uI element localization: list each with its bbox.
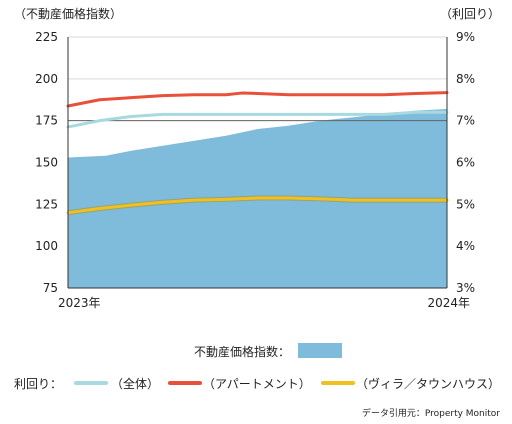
- left-axis-tick-label: 125: [35, 197, 58, 211]
- legend-price-index-swatch: [298, 343, 342, 358]
- legend-villa-label: （ヴィラ／タウンハウス）: [356, 376, 500, 391]
- right-axis-tick-label: 8%: [456, 72, 475, 86]
- yield-lines-layer: [66, 91, 449, 216]
- right-axis-tick-label: 9%: [456, 30, 475, 44]
- left-axis-tick-label: 75: [43, 281, 58, 295]
- villa-yield-line: [66, 196, 449, 215]
- x-axis-start-label: 2023年: [58, 296, 101, 310]
- right-axis-unit-label: （利回り）: [440, 7, 500, 21]
- legend-yields: 利回り： （全体） （アパートメント） （ヴィラ／タウンハウス）: [14, 376, 500, 391]
- right-axis-tick-label: 7%: [456, 114, 475, 128]
- left-axis-tick-label: 225: [35, 30, 58, 44]
- right-axis-tick-label: 6%: [456, 156, 475, 170]
- left-axis-tick-label: 100: [35, 239, 58, 253]
- legend-overall-label: （全体）: [111, 376, 159, 391]
- x-axis-end-label: 2024年: [427, 296, 470, 310]
- left-axis-ticks: 225 200 175 150 125 100 75: [35, 30, 58, 295]
- legend-price-index-label: 不動産価格指数：: [194, 344, 290, 359]
- right-axis-ticks: 9% 8% 7% 6% 5% 4% 3%: [456, 30, 475, 295]
- legend-apartment-label: （アパートメント）: [203, 377, 311, 391]
- right-axis-tick-label: 5%: [456, 197, 475, 211]
- overall-yield-line: [66, 110, 449, 129]
- data-source-note: データ引用元：Property Monitor: [362, 407, 500, 419]
- apartment-yield-line: [66, 91, 449, 108]
- right-axis-tick-label: 4%: [456, 239, 475, 253]
- right-axis-tick-label: 3%: [456, 281, 475, 295]
- legend-yield-label: 利回り：: [14, 377, 62, 391]
- left-axis-unit-label: （不動産価格指数）: [14, 6, 122, 21]
- left-axis-tick-label: 150: [35, 156, 58, 170]
- left-axis-tick-label: 200: [35, 72, 58, 86]
- legend-price-index: 不動産価格指数：: [194, 343, 342, 359]
- axis-layer: [67, 37, 448, 289]
- left-axis-tick-label: 175: [35, 114, 58, 128]
